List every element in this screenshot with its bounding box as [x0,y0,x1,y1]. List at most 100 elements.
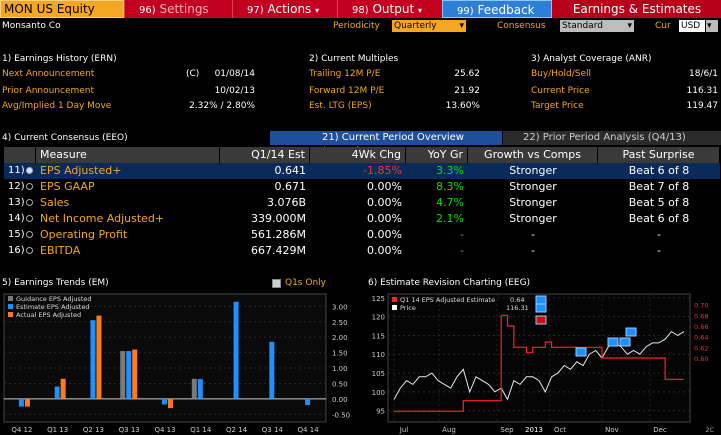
currency-select[interactable]: USD [679,20,705,32]
bar-estimate [54,386,60,399]
radio-icon[interactable] [26,163,36,179]
prior-announcement-label: Prior Announcement [2,86,95,96]
growth-vs-comps: Stronger [509,164,557,177]
right-tick-label: 0.70 [694,302,708,310]
page-title: Earnings & Estimates [553,0,721,18]
event-marker-icon [619,337,631,347]
growth-vs-comps: Stronger [509,180,557,193]
table-row[interactable]: 15) Operating Profit 561.286M 0.00% - - - [4,227,720,243]
x-tick-label: Q3 13 [119,426,140,434]
measure-name[interactable]: EPS Adjusted+ [40,164,122,177]
earnings-history-title[interactable]: 1) Earnings History (ERN) [2,54,117,64]
table-row[interactable]: 13) Sales 3.076B 0.00% 4.7% Stronger Beat 5 of… [4,195,720,211]
q1s-only-checkbox[interactable] [272,279,281,288]
x-tick-label: Q3 14 [262,426,284,434]
four-week-change: 0.00% [367,180,402,193]
settings-button[interactable]: 96) Settings [124,0,232,18]
estimate-value: 667.429M [251,244,306,257]
yoy-growth: - [460,228,464,241]
row-number: 12) [8,181,25,192]
header-est[interactable]: Q1/14 Est [220,147,310,163]
periodicity-label: Periodicity [333,21,380,31]
tab-prior-period[interactable]: 22) Prior Period Analysis (Q4/13) [503,131,721,145]
y-tick-label: 0.00 [332,396,348,404]
cur-label: Cur [655,21,671,31]
legend-estimate-label: Q1 14 EPS Adjusted Estimate [400,296,495,304]
measure-name[interactable]: Net Income Adjusted+ [40,212,165,225]
actions-button[interactable]: 97) Actions ▾ [232,0,337,18]
bar-guidance [120,351,126,399]
radio-icon[interactable] [26,227,36,243]
measure-name[interactable]: Sales [40,196,70,209]
currency-dropdown-icon[interactable]: ▾ [706,20,718,32]
consensus-label: Consensus [497,21,546,31]
left-tick-label: 125 [372,295,385,303]
x-tick-label: Q1 13 [47,426,68,434]
bar-estimate [197,379,203,399]
bar-actual [24,398,30,407]
header-past-surprise[interactable]: Past Surprise [598,147,720,163]
legend-label: Actual EPS Adjusted [16,311,81,319]
output-num: 98) [352,5,369,16]
estimate-revision-title[interactable]: 6) Estimate Revision Charting (EEG) [368,278,531,288]
event-marker-icon [625,327,637,337]
consensus-title[interactable]: 4) Current Consensus (EEO) [2,133,128,143]
y-tick-label: -0.50 [332,411,350,419]
y-tick-label: 1.50 [332,350,348,358]
y-tick-label: 1.00 [332,365,348,373]
left-tick-label: 100 [372,389,385,397]
estimate-value: 561.286M [251,228,306,241]
legend-swatch [8,312,13,317]
x-tick-label: Oct [554,426,566,434]
radio-icon[interactable] [26,195,36,211]
measure-name[interactable]: EBITDA [40,244,81,257]
event-marker-icon [607,337,619,347]
past-surprise: - [657,244,661,257]
x-tick-label: Q2 13 [83,426,104,434]
header-4wk-chg[interactable]: 4Wk Chg [310,147,406,163]
bar-actual [132,349,138,399]
bar-guidance [191,378,197,399]
analyst-coverage-title[interactable]: 3) Analyst Coverage (ANR) [531,54,652,64]
tab-current-period[interactable]: 21) Current Period Overview (Q1/14) [270,131,502,157]
legend-swatch-price [392,305,397,310]
header-blank [4,147,36,163]
avg-implied-move-label: Avg/Implied 1 Day Move [2,101,112,111]
target-price-value: 119.47 [686,101,719,111]
row-number: 15) [8,229,25,240]
bar-actual [96,315,102,399]
left-tick-label: 95 [376,408,385,416]
header-measure[interactable]: Measure [36,147,220,163]
four-week-change: 0.00% [367,196,402,209]
periodicity-select[interactable]: Quarterly ▾ [392,20,466,32]
header-growth-vs-comps[interactable]: Growth vs Comps [468,147,598,163]
earnings-trends-chart[interactable]: 3.00 2.50 2.00 1.50 1.00 0.50 0.00 -0.50 Q4 12 Q1… [0,290,358,435]
right-tick-label: 0.64 [694,334,708,342]
table-row[interactable]: 16) EBITDA 667.429M 0.00% - - - [4,243,720,259]
earnings-trends-title[interactable]: 5) Earnings Trends (EM) [2,278,109,288]
past-surprise: Beat 7 of 8 [628,180,690,193]
output-button[interactable]: 98) Output ▾ [337,0,442,18]
header-yoy-gr[interactable]: YoY Gr [406,147,468,163]
radio-icon[interactable] [26,243,36,259]
four-week-change: -1.85% [363,164,402,177]
measure-name[interactable]: Operating Profit [40,228,128,241]
estimate-revision-chart[interactable]: 125 120 115 110 105 100 95 0.70 0.68 0.66 0.64 0.62… [364,290,721,435]
left-tick-label: 110 [372,351,385,359]
four-week-change: 0.00% [367,228,402,241]
table-row[interactable]: 12) EPS GAAP 0.671 0.00% 8.3% Stronger Beat 7 … [4,179,720,195]
right-tick-label: 0.68 [694,312,708,320]
consensus-select[interactable]: Standard ▾ [560,20,634,32]
table-row[interactable]: 11) EPS Adjusted+ 0.641 -1.85% 3.3% Stronger B… [4,163,720,179]
actions-num: 97) [247,5,264,16]
x-tick-label: Q2 14 [226,426,248,434]
ticker-input[interactable]: MON US Equity [0,0,124,18]
right-tick-label: 0.62 [694,344,708,352]
four-week-change: 0.00% [367,212,402,225]
table-row[interactable]: 14) Net Income Adjusted+ 339.000M 0.00% 2.1%… [4,211,720,227]
feedback-button[interactable]: 99) Feedback [442,0,552,18]
measure-name[interactable]: EPS GAAP [40,180,95,193]
radio-icon[interactable] [26,179,36,195]
radio-icon[interactable] [26,211,36,227]
actions-dropdown-icon: ▾ [315,6,320,15]
